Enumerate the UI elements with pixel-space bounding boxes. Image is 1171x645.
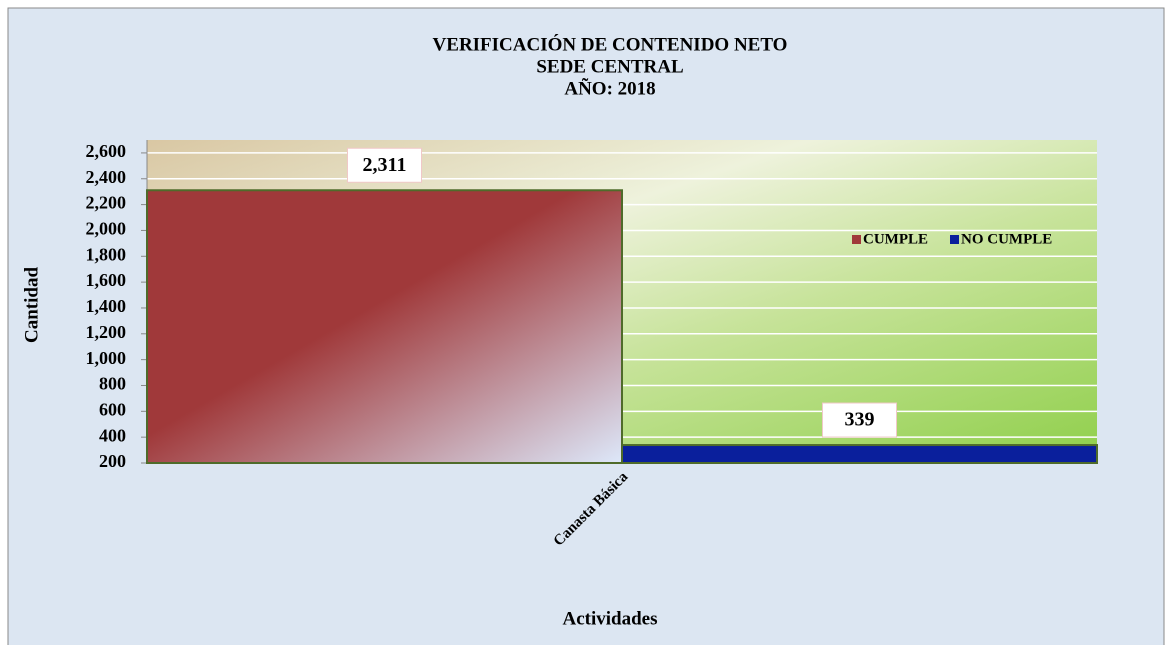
x-axis-label: Actividades bbox=[563, 608, 658, 629]
y-tick-label: 1,200 bbox=[86, 322, 127, 342]
legend-swatch bbox=[950, 235, 959, 244]
y-tick-label: 2,400 bbox=[86, 167, 127, 187]
y-tick-label: 2,200 bbox=[86, 193, 127, 213]
y-tick-label: 1,800 bbox=[86, 244, 127, 264]
y-tick-label: 1,400 bbox=[86, 296, 127, 316]
y-tick-label: 200 bbox=[99, 451, 126, 471]
y-tick-label: 800 bbox=[99, 374, 126, 394]
bar bbox=[621, 444, 1098, 464]
value-label: 339 bbox=[845, 409, 875, 431]
y-tick-label: 1,600 bbox=[86, 270, 127, 290]
title-line: SEDE CENTRAL bbox=[536, 56, 683, 77]
value-label-box bbox=[347, 147, 422, 183]
y-tick-label: 400 bbox=[99, 425, 126, 445]
title-line: VERIFICACIÓN DE CONTENIDO NETO bbox=[433, 33, 788, 55]
y-axis-label: Cantidad bbox=[21, 267, 42, 343]
y-tick-label: 600 bbox=[99, 399, 126, 419]
title-line: AÑO: 2018 bbox=[564, 77, 655, 99]
bar bbox=[146, 189, 623, 465]
legend-label: CUMPLE bbox=[863, 231, 928, 247]
y-tick-label: 2,600 bbox=[86, 141, 127, 161]
value-label: 2,311 bbox=[363, 154, 407, 176]
y-tick-label: 2,000 bbox=[86, 219, 127, 239]
legend-label: NO CUMPLE bbox=[961, 231, 1052, 247]
legend-swatch bbox=[852, 235, 861, 244]
value-label-box bbox=[822, 402, 897, 438]
y-tick-label: 1,000 bbox=[86, 348, 127, 368]
